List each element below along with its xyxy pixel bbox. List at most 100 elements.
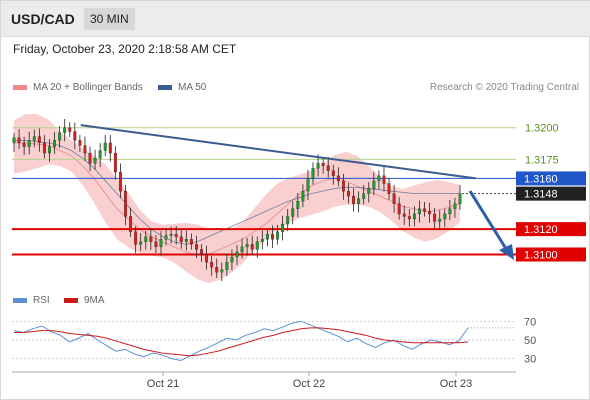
candle-up [245,244,249,248]
candle-down [154,241,158,248]
legend-bollinger-label: MA 20 + Bollinger Bands [33,82,143,93]
legend-9ma-swatch [64,298,78,303]
candle-up [362,193,366,199]
candle-down [428,211,432,215]
candle-down [321,163,325,166]
candle-down [134,231,138,245]
candle-down [113,152,117,173]
last-price-tag [516,186,586,201]
candle-up [453,203,457,209]
forecast-arrow-shaft [468,190,510,253]
candle-up [377,175,381,182]
candle-up [53,140,56,147]
rsi-tick-50: 50 [524,335,536,347]
legend-9ma: 9MA [64,295,105,306]
candle-down [397,203,401,215]
level-label-1.3175: 1.3175 [525,154,559,166]
candle-down [331,170,335,177]
candle-up [27,140,31,147]
candle-down [189,239,193,245]
ma20-line [14,142,461,255]
candle-up [93,157,97,164]
legend-rsi-label: RSI [33,295,50,306]
legend-ma50-swatch [158,85,172,90]
candle-down [200,249,203,255]
candle-up [296,201,300,209]
candle-down [392,193,396,204]
candle-up [240,246,244,253]
pivot-tag [516,171,586,186]
candle-down [88,152,92,164]
candle-up [12,137,16,144]
copyright-text: Research © 2020 Trading Central [429,82,579,93]
level-label-1.3100: 1.3100 [524,249,558,261]
candle-down [73,131,77,141]
candle-down [205,254,209,263]
chart-datetime: Friday, October 23, 2020 2:18:58 AM CET [13,42,237,56]
candle-up [98,150,102,159]
candle-up [443,213,447,220]
candle-down [336,175,340,182]
candle-up [63,127,67,133]
candle-down [149,236,153,242]
candle-down [347,190,350,197]
legend-rsi-swatch [13,298,27,303]
candle-down [195,244,198,250]
rsi-tick-70: 70 [524,316,536,328]
legend-ma50: MA 50 [158,82,206,93]
legend-bollinger-swatch [13,85,27,90]
rsi-tick-30: 30 [524,354,536,366]
candle-up [144,236,148,242]
candle-up [311,168,315,179]
timeframe-badge[interactable]: 30 MIN [84,8,135,30]
ma50-line [14,139,460,245]
candle-down [382,175,386,184]
candle-down [124,190,127,217]
candle-down [271,234,274,240]
candle-down [118,171,122,192]
bollinger-band [14,113,460,284]
candle-up [306,178,310,192]
candle-down [179,236,183,242]
candle-down [174,234,178,237]
candle-up [276,231,279,240]
candle-up [301,190,305,202]
candle-down [37,136,41,144]
candle-up [316,163,320,169]
resistance-trendline [80,124,476,180]
candle-down [210,261,214,268]
candle-up [255,241,259,250]
candle-up [169,234,173,236]
candle-down [326,165,330,171]
forecast-arrow-head [499,243,514,260]
candle-down [433,213,437,222]
level-label-1.3200: 1.3200 [525,123,559,135]
candle-up [139,241,143,245]
legend-rsi: RSI [13,295,50,306]
x-tick-label: Oct 23 [440,378,472,390]
candle-down [387,183,391,194]
candle-up [412,213,416,220]
candle-up [265,234,269,240]
candle-up [159,239,163,248]
candle-down [83,145,87,154]
candle-down [215,267,219,273]
symbol-title: USD/CAD [11,11,75,27]
candle-down [402,213,406,217]
legend-ma50-label: MA 50 [178,82,207,93]
candle-up [367,188,371,194]
chart-header: USD/CAD 30 MIN [1,1,590,37]
candle-down [17,137,21,144]
legend-9ma-label: 9MA [84,295,105,306]
rsi-ma-line [14,327,469,357]
candle-up [260,239,264,242]
level-label-1.3148: 1.3148 [524,189,558,201]
candle-down [352,196,356,204]
candle-up [58,132,62,141]
candle-down [22,142,26,147]
candle-up [291,208,295,217]
candle-up [281,223,285,232]
x-tick-label: Oct 21 [147,378,179,390]
candle-down [423,208,426,212]
